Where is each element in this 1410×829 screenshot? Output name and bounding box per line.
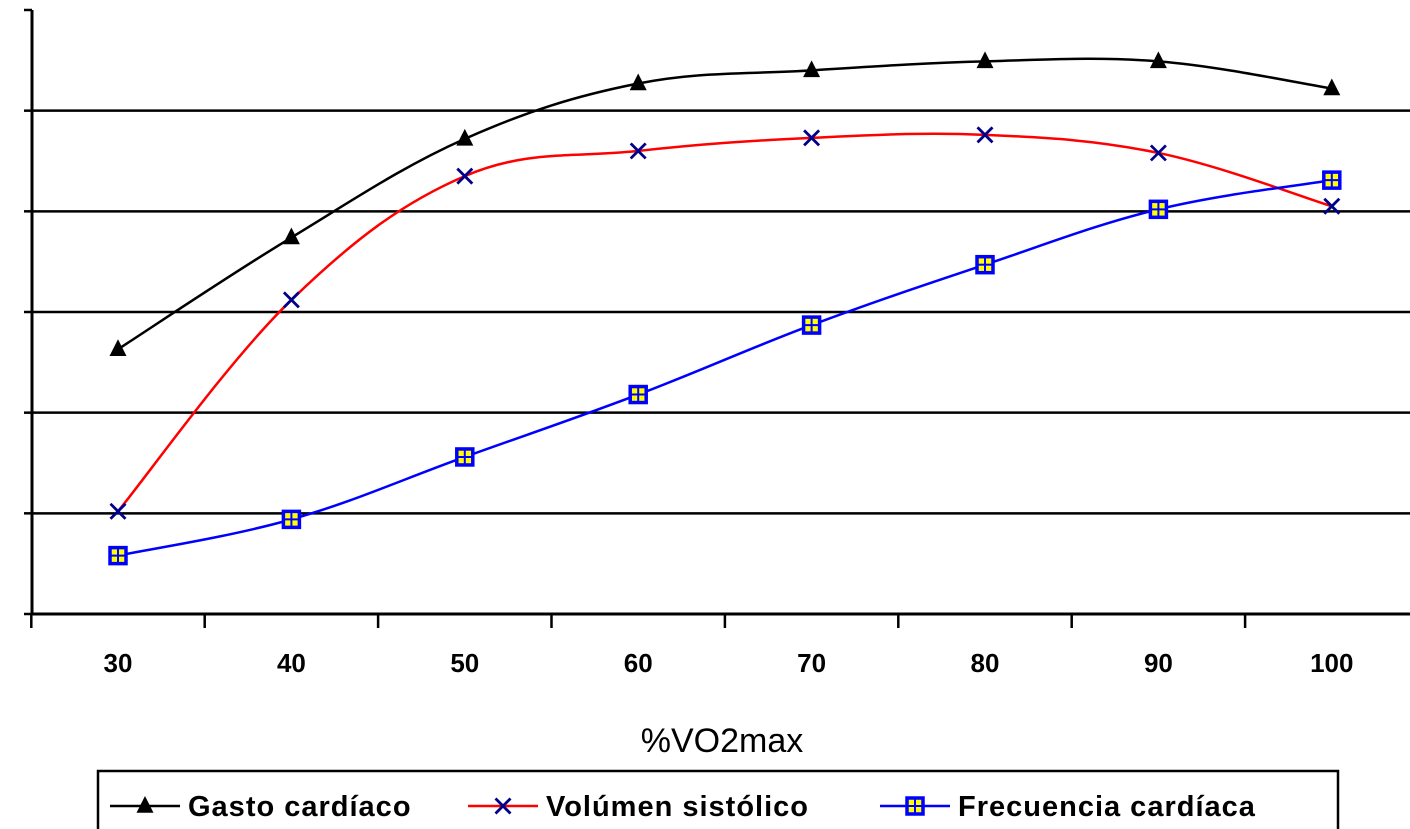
data-point <box>494 797 512 815</box>
legend-label: Volúmen sistólico <box>546 791 809 823</box>
axes <box>24 8 1410 628</box>
data-point <box>1149 51 1167 69</box>
data-point <box>629 142 647 160</box>
data-point <box>1322 170 1342 190</box>
data-point <box>803 129 821 147</box>
data-point <box>455 447 475 467</box>
data-point <box>801 315 822 335</box>
series-line <box>117 178 1333 557</box>
legend-box <box>96 769 1340 829</box>
series-0 <box>109 51 1341 357</box>
legend-entry: Gasto cardíaco <box>110 791 412 823</box>
x-tick-labels: 30 40 50 60 70 80 90 100 <box>104 648 1354 678</box>
data-point <box>976 51 994 69</box>
data-point <box>975 254 995 275</box>
data-point <box>628 384 648 405</box>
legend: Gasto cardíaco Volúmen sistólico Frecuenci… <box>96 769 1340 829</box>
data-point <box>976 126 994 144</box>
series-line <box>117 132 1333 513</box>
data-point <box>456 128 474 146</box>
x-tick-label: 100 <box>1310 648 1353 678</box>
data-point <box>282 227 300 245</box>
x-tick-label: 90 <box>1144 648 1173 678</box>
x-tick-label: 80 <box>971 648 1000 678</box>
series <box>108 51 1342 566</box>
series-1 <box>109 126 1341 520</box>
data-point <box>108 545 128 566</box>
x-tick-label: 60 <box>624 648 653 678</box>
legend-label: Frecuencia cardíaca <box>958 791 1256 823</box>
data-point <box>282 291 300 309</box>
legend-entry: Frecuencia cardíaca <box>880 791 1256 823</box>
data-point <box>1148 199 1169 220</box>
legend-label: Gasto cardíaco <box>188 791 412 823</box>
data-point <box>1149 144 1167 162</box>
data-point <box>136 795 154 813</box>
data-point <box>629 73 647 91</box>
gridlines <box>32 109 1410 515</box>
x-tick-label: 70 <box>797 648 826 678</box>
legend-entry: Volúmen sistólico <box>468 791 809 823</box>
data-point <box>905 796 925 816</box>
x-tick-label: 30 <box>104 648 133 678</box>
data-point <box>1323 78 1341 96</box>
data-point <box>109 339 127 357</box>
data-point <box>281 509 302 530</box>
x-axis-title: %VO2max <box>641 722 804 760</box>
series-line <box>117 57 1332 351</box>
data-point <box>109 502 127 520</box>
data-point <box>1323 197 1341 215</box>
x-tick-label: 50 <box>450 648 479 678</box>
data-point <box>456 167 474 185</box>
data-point <box>803 60 821 78</box>
x-tick-label: 40 <box>277 648 306 678</box>
series-2 <box>108 170 1342 566</box>
